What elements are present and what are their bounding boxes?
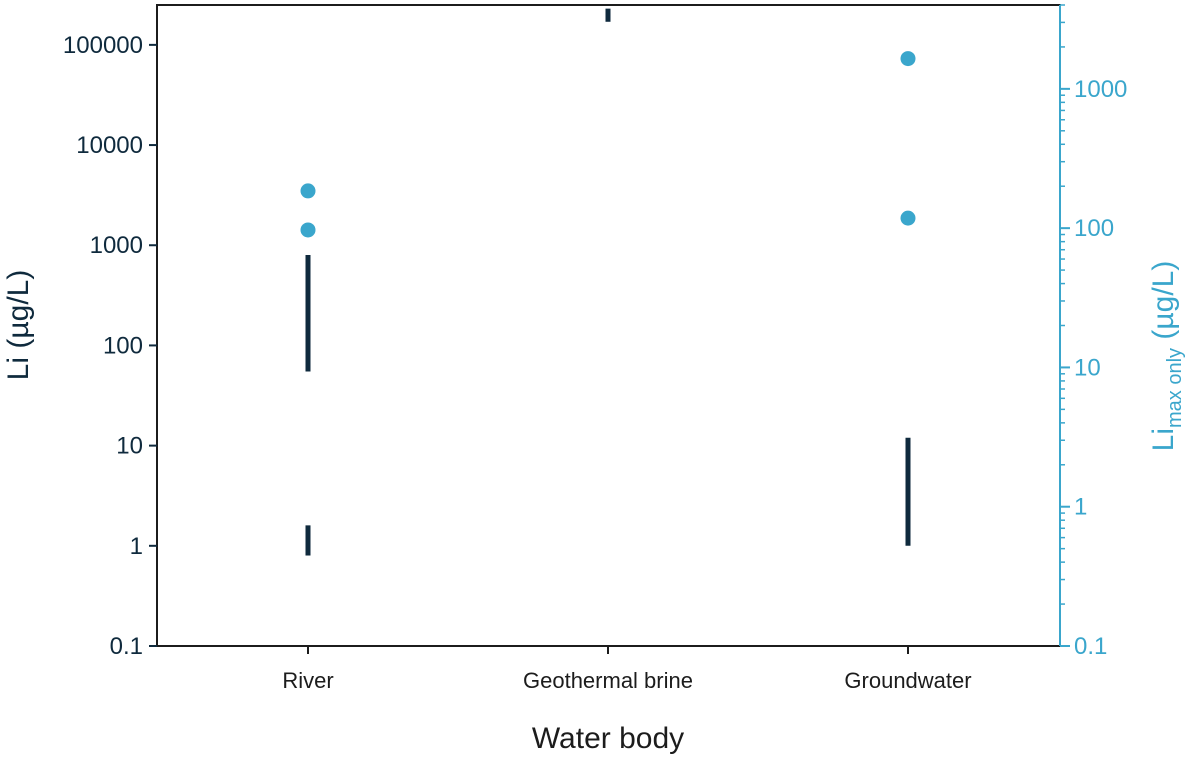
y2-tick-label: 1000: [1074, 76, 1127, 103]
y2-tick-label: 100: [1074, 215, 1114, 242]
x-axis-ticks: River Geothermal brine Groundwater: [282, 646, 972, 693]
chart-marks: [300, 8, 916, 556]
x-tick-label: River: [282, 668, 333, 693]
y2-axis-title-sub: max only: [1164, 348, 1186, 428]
y-tick-label: 100000: [63, 32, 143, 59]
y2-axis-title-main: Li: [1147, 428, 1180, 451]
plot-frame: [156, 4, 1061, 647]
y-tick-label: 0.1: [110, 633, 143, 660]
y2-axis-title: Limax only (µg/L): [1147, 261, 1186, 452]
y-tick-label: 10: [116, 433, 143, 460]
y-tick-label: 10000: [76, 132, 143, 159]
y2-tick-label: 0.1: [1074, 633, 1107, 660]
max-only-point: [300, 222, 316, 238]
x-axis-title: Water body: [532, 722, 684, 755]
x-tick-label: Groundwater: [844, 668, 971, 693]
max-only-point: [300, 183, 316, 199]
max-only-point: [900, 210, 916, 226]
y-axis-title: Li (µg/L): [2, 270, 35, 381]
y2-tick-label: 10: [1074, 354, 1101, 381]
y2-tick-label: 1: [1074, 494, 1087, 521]
y-tick-label: 100: [103, 332, 143, 359]
y-tick-label: 1000: [90, 232, 143, 259]
right-axis-ticks: 0.1 1 10 100 1000: [1060, 4, 1127, 660]
max-only-point: [900, 51, 916, 67]
y2-axis-title-unit: (µg/L): [1147, 261, 1180, 348]
x-tick-label: Geothermal brine: [523, 668, 693, 693]
y-tick-label: 1: [130, 533, 143, 560]
left-axis-ticks: 0.1 1 10 100 1000 10000 100000: [63, 32, 157, 660]
